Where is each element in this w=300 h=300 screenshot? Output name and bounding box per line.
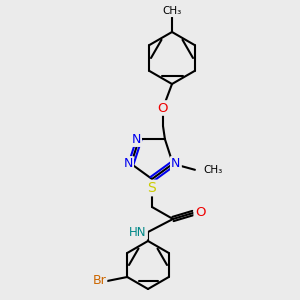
Text: CH₃: CH₃ (162, 6, 182, 16)
Text: N: N (171, 157, 181, 170)
Text: N: N (131, 133, 141, 146)
Text: N: N (123, 157, 133, 170)
Text: S: S (148, 181, 156, 195)
Text: HN: HN (129, 226, 147, 238)
Text: CH₃: CH₃ (203, 165, 222, 175)
Text: O: O (195, 206, 205, 220)
Text: Br: Br (92, 274, 106, 287)
Text: O: O (158, 101, 168, 115)
